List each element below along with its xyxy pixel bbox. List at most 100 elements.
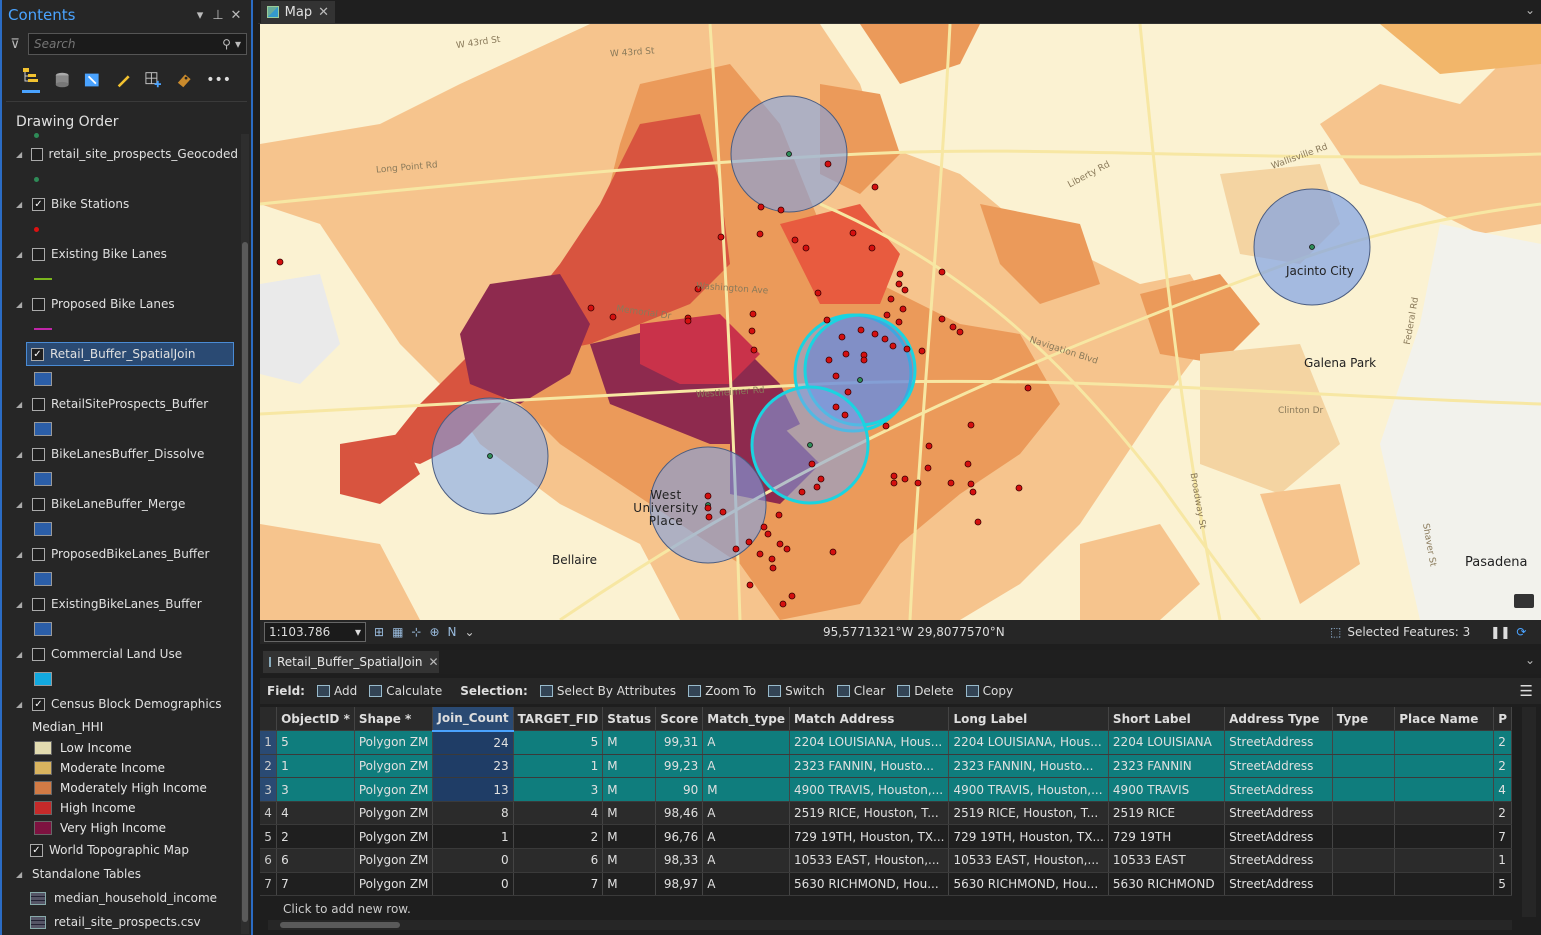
table-cell[interactable]: 2 xyxy=(1493,730,1512,755)
close-icon[interactable]: ✕ xyxy=(318,4,329,20)
table-cell[interactable]: 98,46 xyxy=(655,801,704,826)
copy-button[interactable]: Copy xyxy=(965,684,1013,698)
table-cell[interactable] xyxy=(1394,848,1495,873)
table-row[interactable]: 5 2 Polygon ZM 1 2 M 96,76 A 729 19TH, Houston, … xyxy=(260,824,1512,850)
table-cell[interactable] xyxy=(1332,777,1396,802)
table-cell[interactable]: StreetAddress xyxy=(1224,777,1333,802)
expand-icon[interactable]: ◢ xyxy=(16,699,23,709)
chevron-down-icon[interactable]: ▾ xyxy=(234,37,241,51)
column-header[interactable]: P xyxy=(1493,707,1512,732)
table-cell[interactable]: 729 19TH xyxy=(1108,824,1226,850)
layer-row-basemap[interactable]: ✓ World Topographic Map xyxy=(2,838,238,862)
column-header[interactable]: Long Label xyxy=(948,707,1109,732)
tab-attribute-table[interactable]: Retail_Buffer_SpatialJoin ✕ xyxy=(263,651,439,673)
table-cell[interactable]: 2204 LOUISIANA, Hous... xyxy=(948,730,1109,755)
table-cell[interactable]: 5 xyxy=(513,730,604,755)
table-cell[interactable]: 10533 EAST xyxy=(1108,848,1226,873)
select-all-corner[interactable] xyxy=(260,707,278,732)
contents-scrollbar[interactable] xyxy=(241,134,249,934)
layer-visibility-checkbox[interactable] xyxy=(32,397,45,411)
layer-row-proposedbikelanes-buffer[interactable]: ◢ ProposedBikeLanes_Buffer xyxy=(2,542,238,566)
grid-icon[interactable]: ▦ xyxy=(392,625,404,639)
table-cell[interactable]: 2 xyxy=(276,824,355,850)
table-cell[interactable]: 90 xyxy=(655,777,704,802)
data-source-icon[interactable] xyxy=(54,71,70,89)
chevron-down-icon[interactable]: ⌄ xyxy=(1524,3,1535,17)
labeling-icon[interactable] xyxy=(176,71,192,89)
table-cell[interactable]: M xyxy=(602,801,657,826)
expand-icon[interactable]: ◢ xyxy=(16,599,23,609)
table-cell[interactable] xyxy=(1394,777,1495,802)
expand-icon[interactable]: ◢ xyxy=(16,649,23,659)
table-cell[interactable]: 2323 FANNIN xyxy=(1108,754,1226,779)
selection-icon[interactable] xyxy=(84,71,100,89)
table-cell[interactable]: StreetAddress xyxy=(1224,872,1333,897)
table-cell[interactable]: M xyxy=(602,754,657,779)
editing-icon[interactable] xyxy=(115,71,131,89)
table-cell[interactable]: StreetAddress xyxy=(1224,824,1333,850)
table-cell[interactable]: 5630 RICHMOND, Hou... xyxy=(789,872,950,897)
table-cell[interactable]: 2323 FANNIN, Housto... xyxy=(789,754,950,779)
column-header-sorted[interactable]: Join_Count xyxy=(432,707,514,732)
table-row-retail-site-prospects-csv[interactable]: retail_site_prospects.csv xyxy=(2,910,238,934)
table-cell[interactable] xyxy=(1394,801,1495,826)
table-cell[interactable]: 10533 EAST, Houston,... xyxy=(789,848,950,873)
table-cell[interactable]: 4 xyxy=(276,801,355,826)
snapping-icon[interactable] xyxy=(145,71,162,89)
clear-selection-button[interactable]: Clear xyxy=(836,684,885,698)
search-input[interactable] xyxy=(34,37,219,51)
table-cell[interactable]: StreetAddress xyxy=(1224,848,1333,873)
table-row[interactable]: 2 1 Polygon ZM 23 1 M 99,23 A 2323 FANNIN, Houst… xyxy=(260,754,1512,779)
table-row[interactable]: 6 6 Polygon ZM 0 6 M 98,33 A 10533 EAST, Houston… xyxy=(260,848,1512,873)
row-number[interactable]: 3 xyxy=(260,777,278,802)
refresh-icon[interactable]: ⟳ xyxy=(1516,625,1527,639)
column-header[interactable]: Match_type xyxy=(702,707,790,732)
calculate-field-button[interactable]: Calculate xyxy=(369,684,442,698)
tab-map[interactable]: Map ✕ xyxy=(261,1,335,23)
table-cell[interactable]: 5 xyxy=(1493,872,1512,897)
table-cell[interactable]: 4900 TRAVIS, Houston,... xyxy=(789,777,950,802)
row-number[interactable]: 2 xyxy=(260,754,278,779)
expand-icon[interactable]: ◢ xyxy=(16,249,23,259)
table-cell[interactable]: 3 xyxy=(513,777,604,802)
table-cell[interactable]: 2204 LOUISIANA, Hous... xyxy=(789,730,950,755)
layer-visibility-checkbox[interactable]: ✓ xyxy=(32,697,45,711)
column-header[interactable]: Match Address xyxy=(789,707,950,732)
search-icon[interactable]: ⚲ xyxy=(222,37,231,51)
layer-row-bikelanesbuffer-dissolve[interactable]: ◢ BikeLanesBuffer_Dissolve xyxy=(2,442,238,466)
chevron-down-icon[interactable]: ⌄ xyxy=(1524,653,1535,667)
table-cell[interactable]: 7 xyxy=(276,872,355,897)
list-by-drawing-order-button[interactable] xyxy=(22,67,40,93)
north-arrow-icon[interactable]: N xyxy=(447,625,457,639)
table-cell[interactable]: 2323 FANNIN, Housto... xyxy=(948,754,1109,779)
layer-visibility-checkbox[interactable] xyxy=(32,647,45,661)
table-vertical-scrollbar[interactable] xyxy=(1522,707,1536,917)
table-row-median-household-income[interactable]: median_household_income xyxy=(2,886,238,910)
layer-row-proposed-bike-lanes[interactable]: ◢ Proposed Bike Lanes xyxy=(2,292,238,316)
table-cell[interactable]: 2 xyxy=(1493,754,1512,779)
table-cell[interactable] xyxy=(1394,730,1495,755)
column-header[interactable]: Type xyxy=(1332,707,1396,732)
layer-visibility-checkbox[interactable] xyxy=(32,497,45,511)
switch-selection-button[interactable]: Switch xyxy=(768,684,825,698)
layer-visibility-checkbox[interactable] xyxy=(32,247,45,261)
zoom-to-button[interactable]: Zoom To xyxy=(688,684,756,698)
table-cell[interactable]: 2519 RICE, Houston, T... xyxy=(948,801,1109,826)
expand-icon[interactable]: ◢ xyxy=(16,299,23,309)
layer-visibility-checkbox[interactable] xyxy=(32,297,45,311)
expand-icon[interactable]: ◢ xyxy=(16,149,23,159)
table-cell[interactable]: 4 xyxy=(1493,777,1512,802)
standalone-tables-group[interactable]: ◢ Standalone Tables xyxy=(2,862,238,886)
table-cell[interactable] xyxy=(1394,824,1495,850)
table-cell[interactable]: 3 xyxy=(276,777,355,802)
table-cell[interactable]: 1 xyxy=(513,754,604,779)
layer-row-census-block-demographics[interactable]: ◢ ✓ Census Block Demographics xyxy=(2,692,238,716)
table-horizontal-scrollbar[interactable] xyxy=(268,920,1512,930)
table-cell[interactable]: StreetAddress xyxy=(1224,730,1333,755)
search-box[interactable]: ⚲ ▾ xyxy=(28,33,247,55)
layer-row-retail-buffer-spatialjoin[interactable]: ✓ Retail_Buffer_SpatialJoin xyxy=(26,342,234,366)
layer-row-commercial-land-use[interactable]: ◢ Commercial Land Use xyxy=(2,642,238,666)
table-cell[interactable]: Polygon ZM xyxy=(354,824,434,850)
column-header[interactable]: Score xyxy=(655,707,704,732)
table-cell[interactable]: A xyxy=(702,801,790,826)
